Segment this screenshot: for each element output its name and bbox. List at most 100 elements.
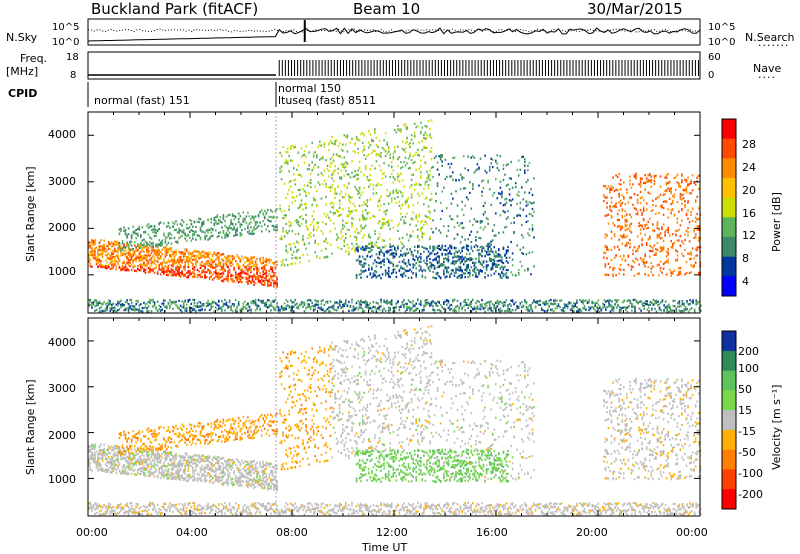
power-cell — [521, 223, 523, 227]
power-cell — [389, 243, 391, 246]
power-cell — [178, 268, 180, 271]
power-cell — [421, 310, 424, 313]
power-cell — [395, 131, 398, 134]
power-cell — [499, 267, 502, 270]
power-cell — [111, 306, 113, 309]
power-cell — [443, 307, 445, 310]
power-cell — [404, 123, 407, 126]
power-cell — [406, 198, 408, 201]
power-cell — [426, 215, 428, 218]
power-cell — [262, 269, 264, 273]
power-cell — [348, 309, 350, 312]
power-cell — [222, 262, 225, 265]
power-cell — [649, 172, 651, 176]
power-cell — [98, 261, 101, 264]
power-cell — [447, 247, 450, 250]
power-cell — [361, 150, 364, 153]
power-cell — [498, 231, 500, 234]
power-cell — [652, 229, 654, 232]
power-cell — [233, 266, 235, 269]
power-cell — [693, 257, 695, 260]
power-cell — [357, 177, 359, 180]
power-cell — [386, 302, 388, 305]
power-cell — [192, 237, 194, 240]
power-cell — [351, 222, 353, 225]
power-cell — [337, 167, 339, 170]
power-cell — [378, 253, 381, 256]
power-cell — [511, 264, 514, 267]
power-cell — [412, 142, 414, 145]
power-cell — [250, 262, 252, 265]
power-cell — [645, 177, 648, 180]
power-cell — [161, 308, 163, 311]
power-cell — [244, 272, 246, 275]
power-cell — [89, 262, 92, 265]
power-cell — [210, 260, 212, 263]
power-cell — [199, 305, 202, 308]
power-cell — [498, 192, 500, 195]
power-cell — [320, 197, 323, 200]
power-cell — [378, 139, 381, 142]
power-cell — [319, 143, 321, 146]
power-cell — [320, 172, 323, 175]
power-cell — [107, 244, 110, 247]
power-cell — [618, 192, 620, 195]
power-cell — [403, 161, 405, 164]
power-cell — [407, 157, 410, 160]
power-cell — [121, 262, 124, 265]
power-cell — [394, 268, 396, 271]
power-cell — [314, 199, 316, 202]
power-cell — [138, 304, 141, 307]
power-cell — [352, 245, 355, 248]
power-cell — [368, 146, 370, 149]
power-cell — [205, 255, 208, 258]
power-cell — [234, 223, 237, 226]
power-cell — [103, 310, 105, 313]
power-cell — [166, 254, 168, 257]
power-cell — [348, 246, 350, 249]
power-cell — [311, 141, 313, 144]
power-cell — [458, 274, 460, 277]
power-cell — [696, 218, 698, 221]
power-cell — [397, 247, 399, 250]
power-cell — [665, 255, 668, 258]
power-cell — [204, 267, 206, 270]
power-cell — [201, 308, 203, 311]
power-cell — [433, 245, 436, 248]
power-cell — [696, 254, 698, 257]
power-cell — [351, 210, 353, 213]
power-cell — [314, 299, 316, 302]
power-cell — [378, 308, 381, 311]
power-cell — [472, 261, 474, 264]
power-cell — [623, 233, 625, 236]
power-cell — [394, 178, 396, 181]
power-cell — [195, 305, 197, 308]
power-cell — [432, 231, 434, 234]
power-cell — [331, 183, 333, 186]
power-cell — [332, 159, 335, 162]
power-cell — [285, 214, 287, 217]
power-cell — [291, 253, 294, 256]
power-cell — [185, 306, 188, 309]
power-cell — [358, 191, 361, 194]
power-cell — [389, 175, 391, 179]
power-cell — [225, 303, 228, 307]
power-cell — [290, 221, 292, 225]
power-cell — [368, 264, 370, 267]
power-cell — [265, 272, 268, 275]
power-cell — [389, 156, 391, 159]
power-cell — [436, 184, 439, 188]
power-cell — [213, 271, 216, 274]
power-cell — [270, 265, 272, 269]
power-cell — [412, 305, 414, 308]
power-cell — [231, 257, 234, 261]
power-cell — [413, 183, 416, 187]
power-cell — [507, 245, 509, 249]
power-cell — [530, 213, 532, 216]
power-cell — [487, 264, 489, 267]
power-cell — [132, 305, 134, 308]
power-cell — [435, 277, 437, 280]
power-cell — [95, 257, 98, 260]
power-cell — [361, 214, 364, 217]
power-cell — [649, 217, 651, 220]
